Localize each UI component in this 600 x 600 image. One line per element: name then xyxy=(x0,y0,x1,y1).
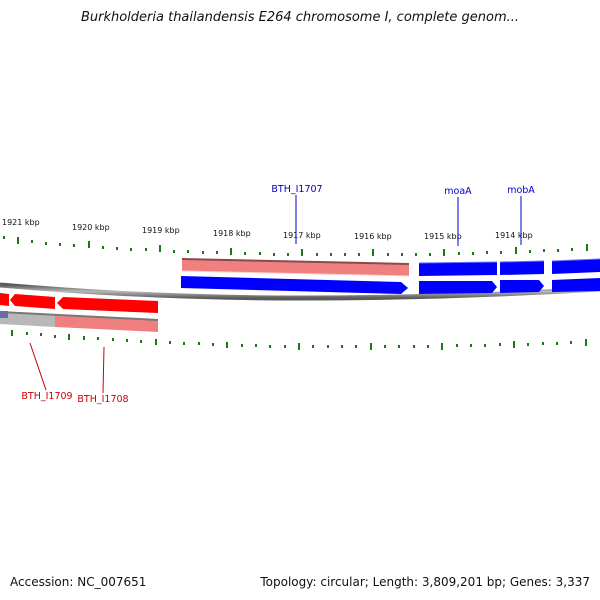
gene-label-moaa[interactable]: moaA xyxy=(444,186,472,197)
gene-feature[interactable] xyxy=(10,294,55,309)
gene-feature[interactable] xyxy=(57,297,158,313)
kbp-label: 1920 kbp xyxy=(72,223,110,232)
forward-gene-labels: BTH_I1707 moaA mobA xyxy=(271,184,535,246)
kbp-label: 1921 kbp xyxy=(2,218,40,227)
gene-label-bth-i1709[interactable]: BTH_I1709 xyxy=(21,391,72,402)
kbp-scale-labels: 1921 kbp 1920 kbp 1919 kbp 1918 kbp 1917… xyxy=(2,218,533,241)
kbp-label: 1917 kbp xyxy=(283,231,321,240)
gene-feature[interactable] xyxy=(500,280,544,293)
gene-feature[interactable] xyxy=(419,262,497,276)
gene-feature[interactable] xyxy=(500,261,544,275)
gene-label-bth-i1708[interactable]: BTH_I1708 xyxy=(77,394,128,405)
kbp-label: 1916 kbp xyxy=(354,232,392,241)
gene-label-moba[interactable]: mobA xyxy=(507,185,535,196)
kbp-label: 1918 kbp xyxy=(213,229,251,238)
gene-feature[interactable] xyxy=(552,259,600,274)
gene-label-bth-i1707[interactable]: BTH_I1707 xyxy=(271,184,322,195)
forward-strand-genes xyxy=(181,258,600,294)
inner-tick-row xyxy=(11,330,587,350)
backbone-ring xyxy=(0,282,600,301)
gene-feature[interactable] xyxy=(181,276,408,294)
gene-feature[interactable] xyxy=(419,281,497,294)
reverse-strand-genes xyxy=(0,293,158,313)
reverse-shadow-band xyxy=(181,258,410,277)
genome-summary-text: Topology: circular; Length: 3,809,201 bp… xyxy=(260,575,590,589)
kbp-label: 1915 kbp xyxy=(424,232,462,241)
gene-feature[interactable] xyxy=(0,293,9,306)
kbp-label: 1919 kbp xyxy=(142,226,180,235)
accession-text: Accession: NC_007651 xyxy=(10,575,147,589)
outer-tick-row xyxy=(3,236,588,256)
kbp-label: 1914 kbp xyxy=(495,231,533,240)
map-title: Burkholderia thailandensis E264 chromoso… xyxy=(80,10,520,25)
reverse-gene-labels: BTH_I1709 BTH_I1708 xyxy=(21,342,129,405)
forward-shadow-band xyxy=(0,311,159,332)
gene-feature[interactable] xyxy=(552,278,600,292)
